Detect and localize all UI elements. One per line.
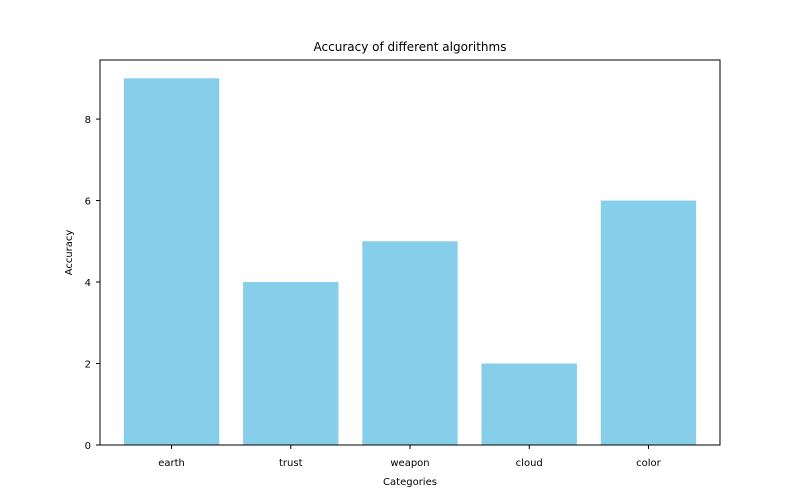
y-tick-label: 0 (85, 441, 91, 452)
x-tick-label: weapon (390, 458, 429, 469)
bar-earth (123, 78, 220, 445)
y-tick-label: 4 (85, 278, 91, 289)
y-tick-label: 2 (85, 360, 91, 371)
bar-trust (243, 282, 339, 445)
bar-color (600, 200, 697, 445)
x-tick-label: earth (158, 458, 185, 469)
bar-cloud (481, 363, 577, 445)
y-tick-label: 6 (85, 197, 91, 208)
bars-layer (123, 78, 697, 445)
x-tick-label: trust (279, 458, 303, 469)
x-ticks-layer: earth trust weapon cloud color (158, 445, 662, 469)
y-axis-label: Accuracy (64, 230, 75, 276)
chart-title: Accuracy of different algorithms (314, 40, 507, 54)
x-axis-label: Categories (383, 477, 437, 488)
x-tick-label: cloud (516, 458, 543, 469)
bar-weapon (362, 241, 458, 445)
x-tick-label: color (636, 458, 662, 469)
y-ticks-layer: 0 2 4 6 8 (85, 115, 100, 452)
y-tick-label: 8 (85, 115, 91, 126)
plot-frame (99, 59, 721, 446)
